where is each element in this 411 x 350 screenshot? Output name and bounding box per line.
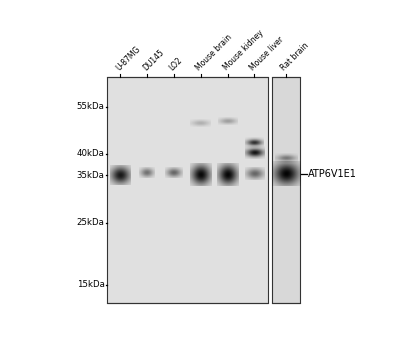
Text: 25kDa: 25kDa: [77, 218, 104, 227]
Text: U-87MG: U-87MG: [114, 44, 142, 72]
Bar: [272, 77, 300, 303]
Text: 35kDa: 35kDa: [77, 171, 104, 180]
Text: LO2: LO2: [168, 56, 185, 72]
Text: Mouse brain: Mouse brain: [194, 33, 234, 72]
Text: 15kDa: 15kDa: [77, 280, 104, 289]
Text: Mouse kidney: Mouse kidney: [221, 28, 265, 72]
Text: Rat brain: Rat brain: [279, 41, 311, 72]
Bar: [107, 77, 268, 303]
Text: DU145: DU145: [141, 48, 166, 72]
Text: Mouse liver: Mouse liver: [248, 35, 285, 72]
Text: 40kDa: 40kDa: [77, 149, 104, 158]
Text: 55kDa: 55kDa: [77, 102, 104, 111]
Text: ATP6V1E1: ATP6V1E1: [308, 169, 357, 179]
